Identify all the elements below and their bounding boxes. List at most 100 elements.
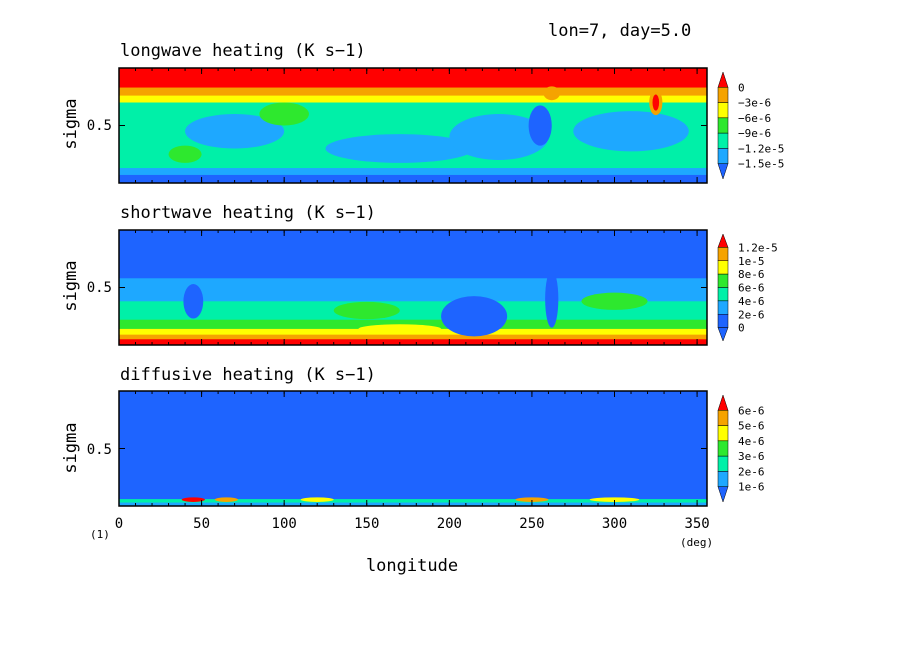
colorbar-label: 3e-6 xyxy=(738,450,765,463)
field-patch-4 xyxy=(581,292,648,310)
colorbar-segment xyxy=(717,102,729,119)
field-band-0 xyxy=(119,391,707,500)
colorbar-label: 2e-6 xyxy=(738,308,765,321)
shortwave-title: shortwave heating (K s−1) xyxy=(120,203,376,223)
shortwave-panel: shortwave heating (K s−1) sigma 0.5 1.2e… xyxy=(61,203,778,346)
field-patch-2 xyxy=(183,284,204,319)
field-band-1 xyxy=(119,499,707,504)
diffusive-ylabel: sigma xyxy=(61,422,81,473)
field-band-2 xyxy=(119,502,707,506)
x-tick-label: 300 xyxy=(602,516,627,532)
colorbar-label: 0 xyxy=(738,322,745,335)
x-tick-label: 50 xyxy=(193,516,210,532)
field-patch-0 xyxy=(441,296,508,337)
x-unit-label: (deg) xyxy=(680,536,713,549)
diffusive-colorbar: 6e-6 5e-6 4e-6 3e-6 2e-6 1e-6 xyxy=(717,394,765,503)
colorbar-label: 4e-6 xyxy=(738,295,765,308)
colorbar-segment xyxy=(717,471,729,487)
shortwave-colorbar: 1.2e-51e-58e-66e-64e-62e-60 xyxy=(717,233,778,342)
colorbar-segment xyxy=(717,273,729,288)
colorbar-label: 6e-6 xyxy=(738,404,765,417)
colorbar-label: 4e-6 xyxy=(738,435,765,448)
colorbar-cap-bottom xyxy=(717,486,729,503)
longwave-panel: longwave heating (K s−1) sigma 0.5 0 −3e-… xyxy=(61,41,784,184)
x-tick-label: 150 xyxy=(354,516,379,532)
colorbar-segment xyxy=(717,440,729,457)
field-patch-4 xyxy=(589,497,640,502)
longwave-title: longwave heating (K s−1) xyxy=(120,41,366,61)
colorbar-segment xyxy=(717,300,729,315)
field-patch-5 xyxy=(259,102,309,126)
colorbar-segment xyxy=(717,425,729,442)
x-tick-label: 0 xyxy=(115,516,123,532)
x-axis-label: longitude xyxy=(366,556,458,576)
colorbar-segment xyxy=(717,260,729,275)
field-patch-0 xyxy=(185,114,285,149)
colorbar-label: −9e-6 xyxy=(738,127,771,140)
colorbar-segment xyxy=(717,287,729,302)
colorbar-cap-top xyxy=(717,71,729,88)
field-patch-0 xyxy=(181,497,205,502)
field-patch-1 xyxy=(325,134,475,163)
colorbar-label: 2e-6 xyxy=(738,465,765,478)
field-patch-1 xyxy=(214,497,238,502)
field-band-2 xyxy=(119,301,707,321)
field-patch-3 xyxy=(515,497,549,502)
longwave-ylabel: sigma xyxy=(61,98,81,149)
colorbar-label: 1.2e-5 xyxy=(738,241,778,254)
longwave-plot xyxy=(118,67,708,184)
field-patch-9 xyxy=(543,86,560,101)
colorbar-segment xyxy=(717,247,729,261)
colorbar-segment xyxy=(717,455,729,472)
x-tick-labels: 0 50 100 150 200 250 300 350 xyxy=(115,516,710,532)
colorbar-cap-bottom xyxy=(717,327,729,342)
longwave-colorbar: 0 −3e-6 −6e-6 −9e-6 −1.2e-5 −1.5e-5 xyxy=(717,71,784,180)
field-patch-3 xyxy=(333,301,400,320)
colorbar-segment xyxy=(717,410,729,426)
field-band-1 xyxy=(119,87,707,97)
colorbar-label: −6e-6 xyxy=(738,112,771,125)
field-band-6 xyxy=(119,339,707,345)
x-tick-label: 100 xyxy=(272,516,297,532)
field-band-5 xyxy=(119,174,707,183)
shortwave-ylabel: sigma xyxy=(61,260,81,311)
colorbar-segment xyxy=(717,117,729,134)
field-band-0 xyxy=(119,230,707,279)
diffusive-plot xyxy=(118,390,708,507)
colorbar-label: 5e-6 xyxy=(738,420,765,433)
field-patch-2 xyxy=(449,114,549,160)
field-patch-1 xyxy=(545,270,559,328)
field-band-0 xyxy=(119,68,707,89)
diffusive-ytick: 0.5 xyxy=(87,442,112,458)
x-tick-label: 350 xyxy=(684,516,709,532)
colorbar-label: 6e-6 xyxy=(738,282,765,295)
colorbar-cap-top xyxy=(717,233,729,248)
colorbar-segment xyxy=(717,132,729,149)
field-patch-6 xyxy=(168,145,202,163)
field-patch-5 xyxy=(358,324,442,334)
index-label: (1) xyxy=(90,528,110,541)
colorbar-segment xyxy=(717,148,729,164)
shortwave-ytick: 0.5 xyxy=(87,280,112,296)
field-band-4 xyxy=(119,168,707,176)
colorbar-cap-bottom xyxy=(717,163,729,180)
x-tick-label: 250 xyxy=(519,516,544,532)
field-patch-8 xyxy=(652,94,660,111)
colorbar-label: −3e-6 xyxy=(738,97,771,110)
colorbar-segment xyxy=(717,314,729,328)
diffusive-panel: diffusive heating (K s−1) sigma 0.5 6e-6… xyxy=(61,365,765,507)
field-patch-4 xyxy=(528,105,552,146)
diffusive-title: diffusive heating (K s−1) xyxy=(120,365,376,385)
colorbar-label: 1e-6 xyxy=(738,481,765,494)
field-band-1 xyxy=(119,278,707,302)
shortwave-plot xyxy=(118,229,708,346)
colorbar-segment xyxy=(717,87,729,103)
field-band-5 xyxy=(119,334,707,340)
field-patch-3 xyxy=(573,111,689,152)
longwave-ytick: 0.5 xyxy=(87,118,112,134)
colorbar-label: −1.5e-5 xyxy=(738,158,784,171)
x-tick-label: 200 xyxy=(437,516,462,532)
colorbar-label: −1.2e-5 xyxy=(738,142,784,155)
colorbar-cap-top xyxy=(717,394,729,411)
